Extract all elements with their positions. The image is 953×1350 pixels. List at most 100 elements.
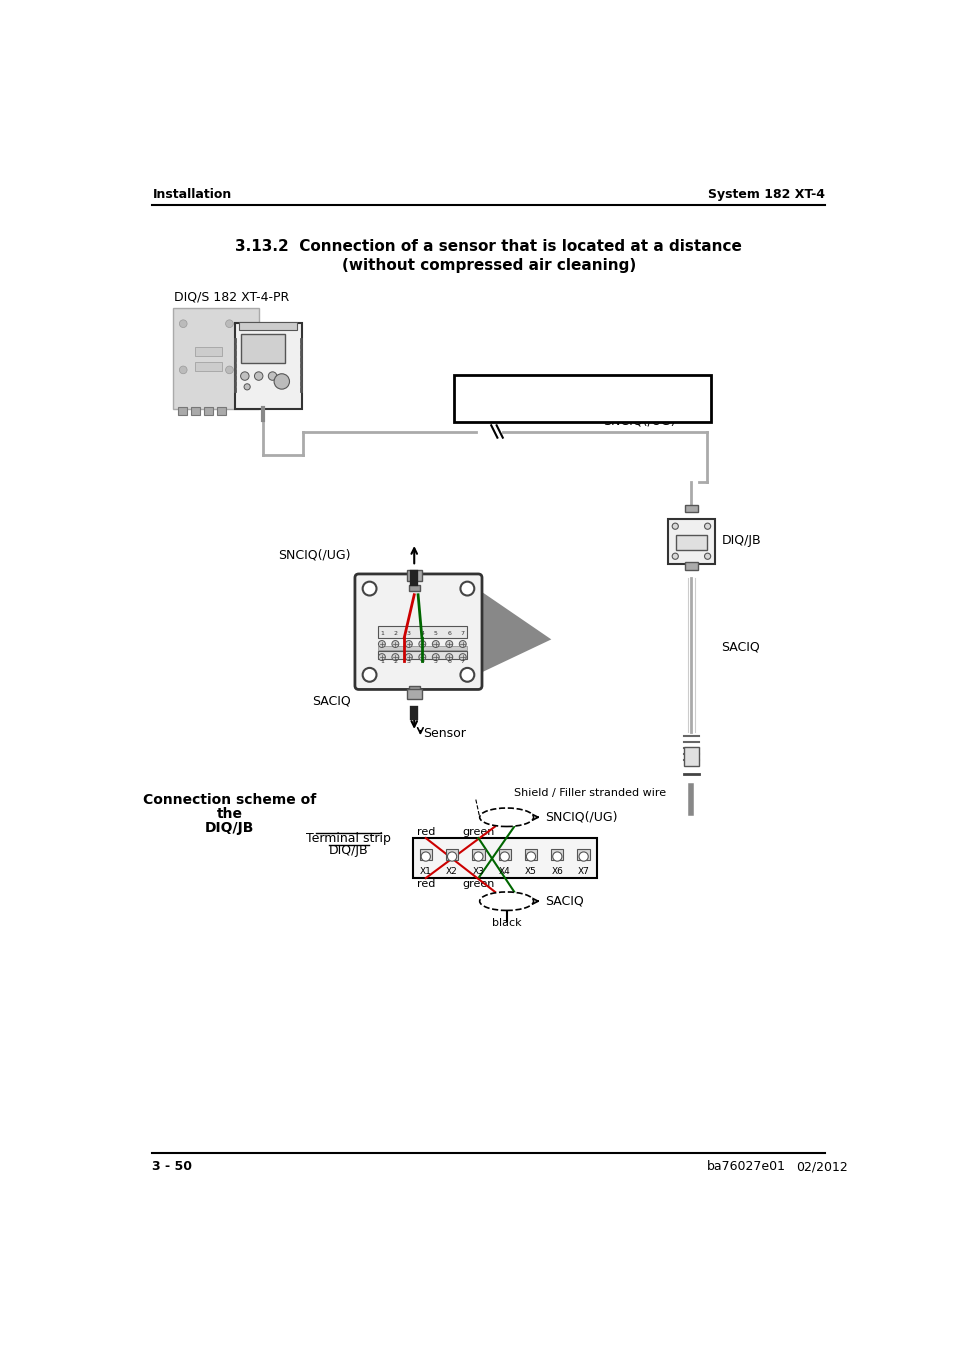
Circle shape xyxy=(445,653,453,660)
Text: DIQ/JB: DIQ/JB xyxy=(329,844,368,857)
Circle shape xyxy=(225,366,233,374)
FancyBboxPatch shape xyxy=(409,585,419,591)
FancyBboxPatch shape xyxy=(377,645,466,651)
FancyBboxPatch shape xyxy=(204,406,213,414)
Circle shape xyxy=(179,320,187,328)
Text: SNCIQ(/UG): SNCIQ(/UG) xyxy=(544,811,617,824)
FancyBboxPatch shape xyxy=(409,686,419,691)
Circle shape xyxy=(526,852,535,861)
Circle shape xyxy=(378,640,385,648)
Text: the: the xyxy=(216,807,242,821)
Text: DIQ/S 182 XT-4-PR: DIQ/S 182 XT-4-PR xyxy=(173,290,289,304)
Circle shape xyxy=(432,640,438,648)
Ellipse shape xyxy=(479,892,533,910)
Circle shape xyxy=(499,852,509,861)
Text: black: black xyxy=(492,918,521,927)
FancyBboxPatch shape xyxy=(667,518,715,564)
Ellipse shape xyxy=(479,809,533,826)
Text: Sensor: Sensor xyxy=(423,726,466,740)
Text: SACIQ: SACIQ xyxy=(312,694,351,707)
Circle shape xyxy=(703,524,710,529)
FancyBboxPatch shape xyxy=(684,563,697,570)
Circle shape xyxy=(460,668,474,682)
FancyBboxPatch shape xyxy=(377,651,466,659)
Text: 5: 5 xyxy=(434,630,437,636)
FancyBboxPatch shape xyxy=(355,574,481,690)
FancyBboxPatch shape xyxy=(217,406,226,414)
Circle shape xyxy=(458,653,466,660)
Text: 6: 6 xyxy=(447,659,451,664)
Text: X4: X4 xyxy=(498,868,510,876)
Circle shape xyxy=(418,653,425,660)
Text: red: red xyxy=(416,828,435,837)
Circle shape xyxy=(458,640,466,648)
Circle shape xyxy=(420,852,430,861)
Circle shape xyxy=(378,653,385,660)
FancyBboxPatch shape xyxy=(194,362,221,371)
Circle shape xyxy=(274,374,289,389)
Polygon shape xyxy=(477,590,551,674)
Circle shape xyxy=(392,653,398,660)
FancyBboxPatch shape xyxy=(406,688,421,699)
Text: 4: 4 xyxy=(420,630,424,636)
Circle shape xyxy=(244,383,250,390)
Text: 3 - 50: 3 - 50 xyxy=(152,1161,193,1173)
Text: SNCIQ(/UG): SNCIQ(/UG) xyxy=(602,414,675,427)
Circle shape xyxy=(268,371,276,381)
Text: red: red xyxy=(416,879,435,890)
Text: 3: 3 xyxy=(406,630,411,636)
Text: ba76027e01: ba76027e01 xyxy=(706,1161,785,1173)
Circle shape xyxy=(432,653,438,660)
FancyBboxPatch shape xyxy=(683,747,699,767)
FancyBboxPatch shape xyxy=(413,838,596,878)
Text: 3.13.2  Connection of a sensor that is located at a distance: 3.13.2 Connection of a sensor that is lo… xyxy=(235,239,741,254)
FancyBboxPatch shape xyxy=(406,570,421,580)
Circle shape xyxy=(578,852,588,861)
Text: Connection scheme of: Connection scheme of xyxy=(143,794,315,807)
Circle shape xyxy=(447,852,456,861)
Circle shape xyxy=(703,554,710,559)
Circle shape xyxy=(179,366,187,374)
FancyBboxPatch shape xyxy=(454,374,711,423)
Circle shape xyxy=(362,668,376,682)
Text: 4: 4 xyxy=(420,659,424,664)
Circle shape xyxy=(460,582,474,595)
FancyBboxPatch shape xyxy=(191,406,200,414)
Text: Installation: Installation xyxy=(152,188,232,201)
Text: Terminal strip: Terminal strip xyxy=(306,832,391,845)
FancyBboxPatch shape xyxy=(177,406,187,414)
Text: X1: X1 xyxy=(419,868,432,876)
Text: X7: X7 xyxy=(578,868,589,876)
Text: 2: 2 xyxy=(393,659,397,664)
Text: 2: 2 xyxy=(393,630,397,636)
Text: green: green xyxy=(462,828,494,837)
Text: 3: 3 xyxy=(406,659,411,664)
Circle shape xyxy=(405,653,412,660)
Text: DIQ/JB: DIQ/JB xyxy=(205,821,253,836)
FancyBboxPatch shape xyxy=(577,849,589,860)
Circle shape xyxy=(445,640,453,648)
FancyBboxPatch shape xyxy=(239,323,297,329)
Text: X5: X5 xyxy=(524,868,537,876)
Circle shape xyxy=(552,852,561,861)
FancyBboxPatch shape xyxy=(498,849,511,860)
Text: Shield / Filler stranded wire: Shield / Filler stranded wire xyxy=(514,788,666,798)
Circle shape xyxy=(405,640,412,648)
Circle shape xyxy=(474,852,482,861)
Circle shape xyxy=(418,640,425,648)
FancyBboxPatch shape xyxy=(241,335,285,363)
Text: green: green xyxy=(462,879,494,890)
Text: 1: 1 xyxy=(379,630,383,636)
FancyBboxPatch shape xyxy=(684,505,697,513)
Circle shape xyxy=(225,320,233,328)
FancyBboxPatch shape xyxy=(194,347,221,356)
Text: X6: X6 xyxy=(551,868,562,876)
Text: SNCIQ(/UG) plus SACIQ = 250 m: SNCIQ(/UG) plus SACIQ = 250 m xyxy=(480,402,684,414)
Text: 02/2012: 02/2012 xyxy=(796,1161,847,1173)
Circle shape xyxy=(254,371,263,381)
Circle shape xyxy=(240,371,249,381)
Circle shape xyxy=(672,554,678,559)
FancyBboxPatch shape xyxy=(173,308,259,409)
FancyBboxPatch shape xyxy=(234,323,301,409)
Circle shape xyxy=(392,640,398,648)
